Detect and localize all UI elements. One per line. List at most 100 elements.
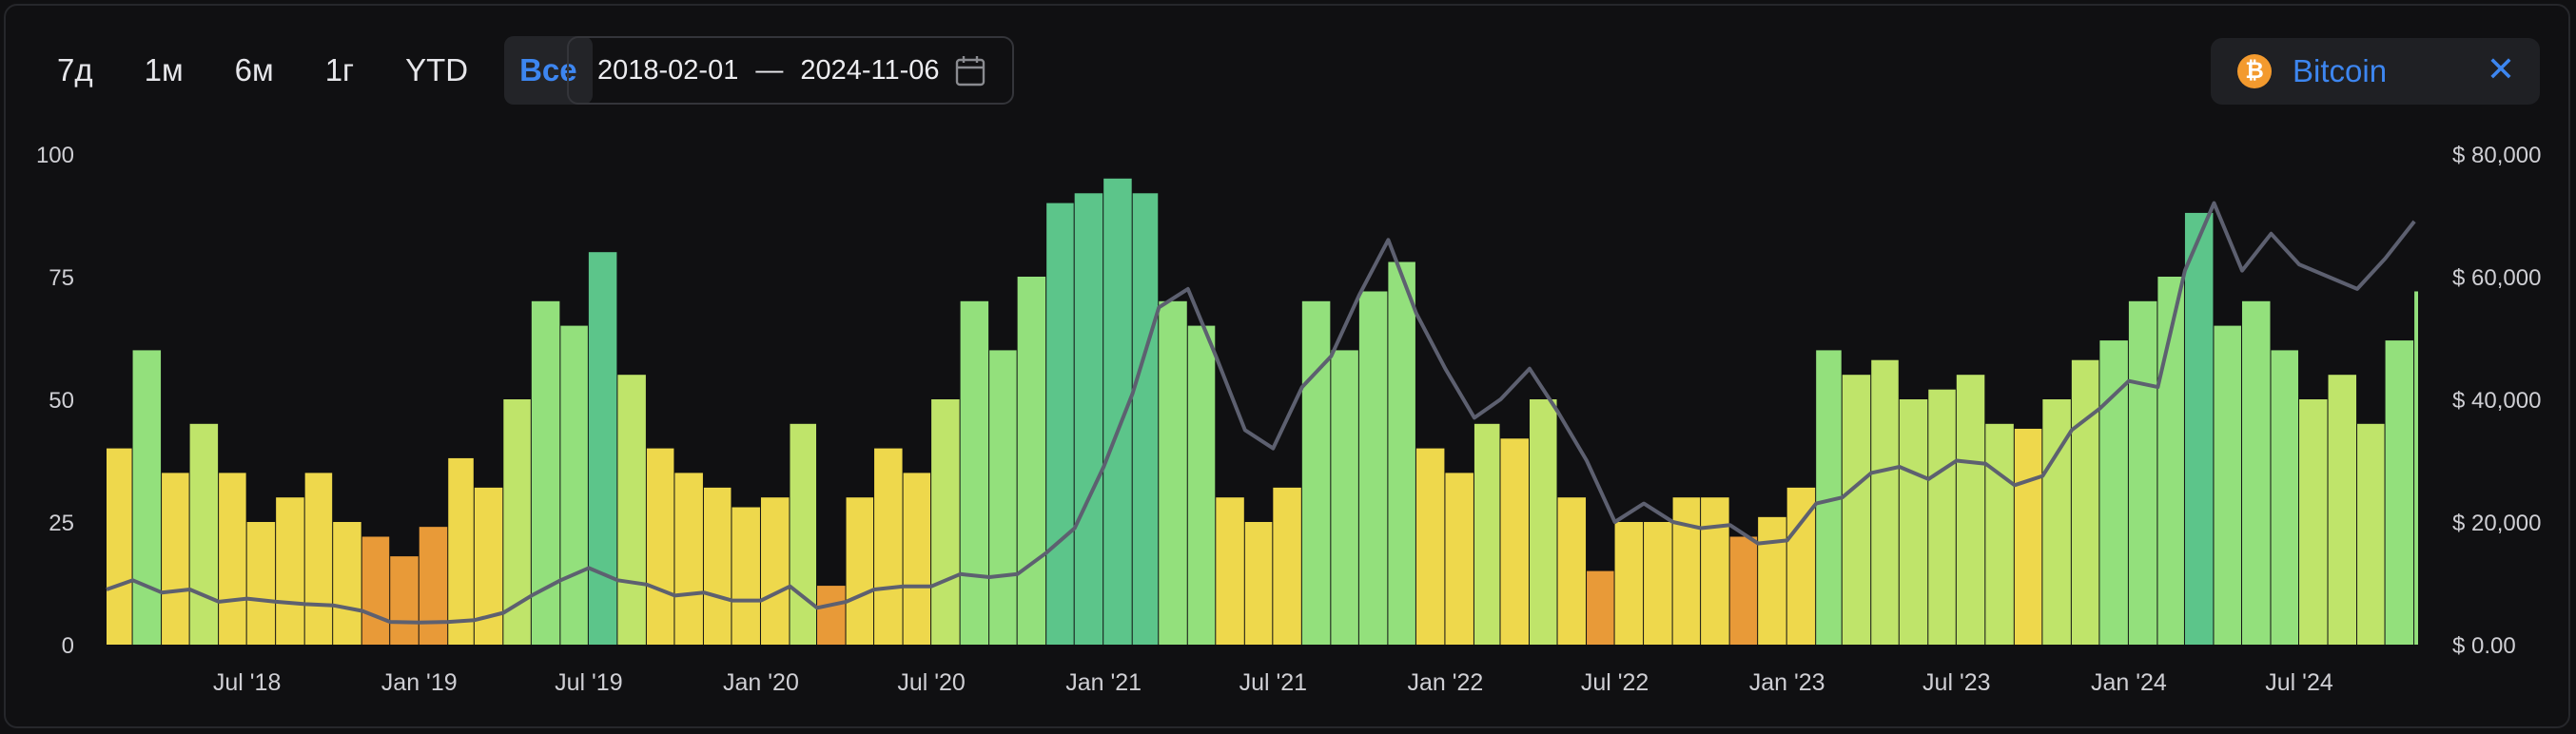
bar [1074,193,1103,645]
x-tick-label: Jan '24 [2091,669,2167,696]
bar [588,252,617,645]
x-tick-label: Jul '19 [555,669,622,696]
bar [390,556,419,645]
bar [132,350,162,645]
close-icon[interactable]: ✕ [2486,49,2515,88]
bar [760,497,790,645]
bar [1331,350,1358,645]
asset-chip[interactable]: ₿ Bitcoin ✕ [2211,38,2540,105]
bar [931,399,960,645]
bar [1187,325,1216,645]
bar [189,423,219,645]
right-tick-label: $ 0.00 [2452,633,2516,659]
date-start: 2018-02-01 [597,54,739,86]
bar [817,586,846,645]
bar [1017,277,1046,645]
bar [1216,497,1244,645]
bar [1587,570,1614,645]
left-tick-label: 75 [49,265,74,291]
left-tick-label: 0 [62,633,74,659]
period-1y-button[interactable]: 1г [324,52,355,87]
bar [1159,300,1187,645]
price-line [106,201,2416,625]
date-range-picker[interactable]: 2018-02-01 — 2024-11-06 [567,36,1014,105]
bar [846,497,874,645]
x-tick-label: Jan '23 [1749,669,1825,696]
period-6m-button[interactable]: 6м [234,52,274,87]
x-tick-label: Jul '20 [897,669,965,696]
bar [1644,522,1672,645]
bar [162,473,189,645]
bar [790,423,817,645]
bar [1701,497,1729,645]
bar [1273,487,1301,645]
bar [1758,516,1786,645]
bar [2099,340,2128,645]
bar [2071,359,2099,645]
bar [503,399,531,645]
bar [1899,399,1928,645]
asset-name: Bitcoin [2293,53,2388,88]
x-tick-label: Jan '22 [1407,669,1483,696]
bar [419,527,448,645]
x-tick-label: Jul '18 [213,669,281,696]
x-tick-label: Jan '21 [1065,669,1142,696]
bar [989,350,1017,645]
right-tick-label: $ 20,000 [2452,511,2541,536]
bar [448,457,474,645]
bar [1103,178,1132,646]
x-tick-label: Jul '22 [1581,669,1649,696]
bar [1132,193,1159,645]
price-line-layer [106,201,2416,625]
bar [617,375,646,645]
bar [1445,473,1473,645]
bar [1557,497,1587,645]
bar [1473,423,1500,645]
bar [1672,497,1701,645]
bar [874,448,903,645]
bar [903,473,931,645]
bar [2385,340,2414,645]
date-separator: — [755,54,784,86]
bar [1956,375,1985,645]
bar [333,522,361,645]
calendar-icon[interactable] [955,55,986,95]
bar [1388,261,1415,645]
x-axis: Jul '18 Jan '19 Jul '19 Jan '20 Jul '20 Jan '… [213,669,2333,696]
bar [1530,399,1557,645]
bar [2214,325,2241,645]
bitcoin-icon: ₿ [2237,54,2272,88]
bar [246,522,276,645]
right-tick-label: $ 40,000 [2452,388,2541,414]
bar [304,473,333,645]
right-tick-label: $ 60,000 [2452,265,2541,291]
bar [560,325,588,645]
bar [361,536,390,645]
bar [1842,375,1871,645]
bar [2414,291,2418,645]
bar [674,473,703,645]
right-axis: $ 0.00 $ 20,000 $ 40,000 $ 60,000 $ 80,000 [2452,143,2541,659]
bar [960,300,989,645]
x-tick-label: Jul '21 [1239,669,1307,696]
x-tick-label: Jul '23 [1922,669,1990,696]
x-tick-label: Jan '19 [381,669,458,696]
period-7d-button[interactable]: 7д [57,52,93,87]
bar [219,473,246,645]
bar [703,487,732,645]
bar [2271,350,2299,645]
bars-layer [107,178,2418,646]
period-ytd-button[interactable]: YTD [405,52,469,87]
left-tick-label: 50 [49,388,74,414]
bar [474,487,503,645]
bar [1729,536,1758,645]
bar [1928,389,1956,645]
bar [732,507,760,645]
x-tick-label: Jul '24 [2265,669,2333,696]
period-1m-button[interactable]: 1м [144,52,184,87]
bar [1358,291,1388,645]
bar [1415,448,1445,645]
bar [1985,423,2014,645]
left-axis: 0 25 50 75 100 [36,143,74,659]
bar [1046,203,1074,645]
